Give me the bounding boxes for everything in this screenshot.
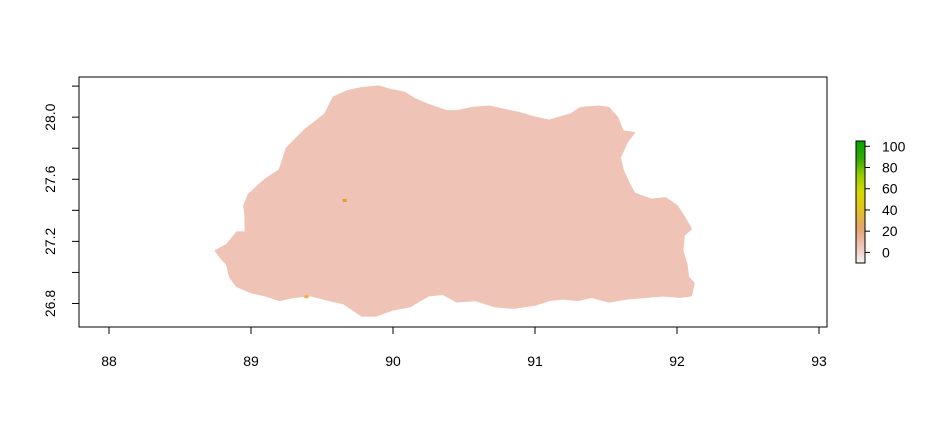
legend-tick-label: 60 [882, 181, 898, 197]
legend-color-bar [855, 140, 866, 264]
legend-tick-label: 80 [882, 160, 898, 176]
bhutan-region [214, 85, 695, 317]
color-legend: 0 20 40 60 80 100 [855, 138, 906, 264]
x-tick-label: 90 [385, 353, 401, 369]
y-tick-label: 26.8 [42, 290, 58, 317]
region-layer [214, 85, 695, 317]
x-tick-label: 91 [527, 353, 543, 369]
hotspot-0 [342, 199, 347, 202]
x-tick-label: 92 [669, 353, 685, 369]
y-tick-label: 28.0 [42, 103, 58, 130]
x-tick-label: 88 [101, 353, 117, 369]
legend-tick-label: 100 [882, 138, 906, 154]
hotspot-1 [304, 295, 309, 299]
x-axis: 88 89 90 91 92 93 [101, 326, 827, 369]
legend-tick-label: 40 [882, 202, 898, 218]
legend-ticks: 0 20 40 60 80 100 [865, 138, 906, 260]
x-tick-label: 89 [243, 353, 259, 369]
legend-tick-label: 0 [882, 244, 890, 260]
y-axis: 26.8 27.2 27.6 28.0 [42, 85, 80, 317]
legend-tick-label: 20 [882, 223, 898, 239]
y-tick-label: 27.6 [42, 165, 58, 192]
x-tick-label: 93 [811, 353, 827, 369]
y-tick-label: 27.2 [42, 228, 58, 255]
